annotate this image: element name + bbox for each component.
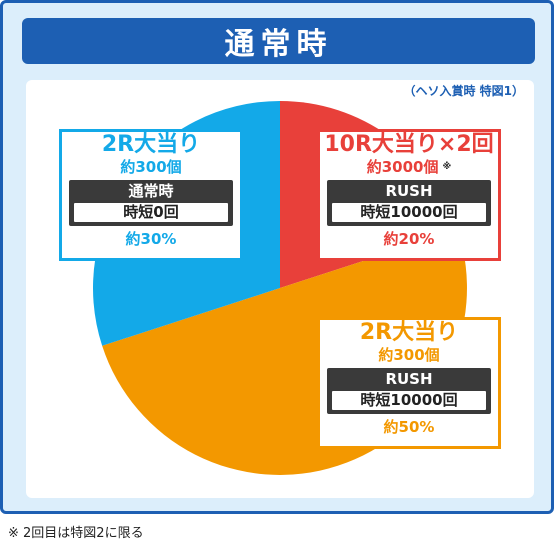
box-title: 10R大当り×2回 [324,132,494,157]
box-mode: RUSH [385,182,433,200]
slice-box-2r-normal: 2R大当り 約300個 通常時 時短0回 約30% [59,129,243,261]
box-payout-row: 約3000個 ※ [320,158,498,176]
box-payout: 約3000個 [366,158,439,176]
box-percent: 約50% [383,418,435,436]
box-jitan: 時短0回 [74,203,228,222]
box-percent: 約30% [125,230,177,248]
box-mode: RUSH [385,370,433,388]
box-jitan: 時短10000回 [332,391,486,410]
box-payout: 約300個 [120,158,182,176]
footnote: ※ 2回目は特図2に限る [8,526,144,541]
box-jitan: 時短10000回 [332,203,486,222]
box-mode-panel: 通常時 時短0回 [69,180,233,226]
box-title: 2R大当り [101,132,201,157]
slice-box-2r-rush: 2R大当り 約300個 RUSH 時短10000回 約50% [317,317,501,449]
page-title: 通常時 [22,18,535,64]
slice-box-10r-rush: 10R大当り×2回 約3000個 ※ RUSH 時短10000回 約20% [317,129,501,261]
box-mode-panel: RUSH 時短10000回 [327,180,491,226]
box-mode-panel: RUSH 時短10000回 [327,368,491,414]
chart-subtitle: （ヘソ入賞時 特図1） [403,84,524,98]
box-payout: 約300個 [378,346,440,364]
box-mode: 通常時 [128,182,174,200]
box-title: 2R大当り [359,320,459,345]
box-percent: 約20% [383,230,435,248]
box-note-mark: ※ [442,162,452,172]
